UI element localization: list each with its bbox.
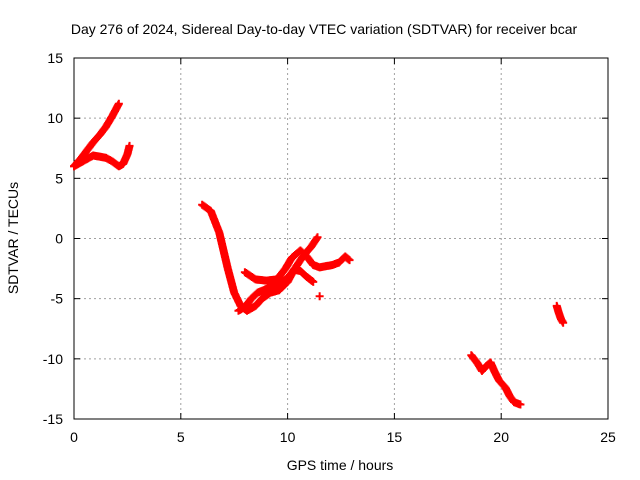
x-tick-labels: 0 5 10 15 20 25 [70,429,616,445]
y-tick-label: 10 [47,110,63,126]
data-point [516,400,525,409]
data-point [114,99,123,108]
data-point [309,277,318,286]
x-axis-label: GPS time / hours [287,457,394,473]
grid-lines [74,58,608,419]
data-point [315,292,324,301]
data-point [125,141,134,150]
data-point [559,318,568,327]
data-point [313,233,322,242]
y-tick-labels: 15 10 5 0 -5 -10 -15 [43,50,63,427]
x-tick-label: 0 [70,429,78,445]
axis-ticks [73,57,609,420]
x-tick-label: 20 [493,429,509,445]
data-point [345,256,354,265]
x-tick-label: 25 [600,429,616,445]
y-tick-label: -15 [43,411,63,427]
y-tick-label: -10 [43,351,63,367]
y-tick-label: 15 [47,50,63,66]
y-axis-label: SDTVAR / TECUs [5,182,21,294]
y-tick-label: -5 [51,291,64,307]
x-tick-label: 15 [387,429,403,445]
y-tick-label: 0 [55,231,63,247]
x-tick-label: 5 [177,429,185,445]
chart-title: Day 276 of 2024, Sidereal Day-to-day VTE… [71,21,578,37]
data-points [70,99,568,409]
x-tick-label: 10 [280,429,296,445]
y-tick-label: 5 [55,170,63,186]
